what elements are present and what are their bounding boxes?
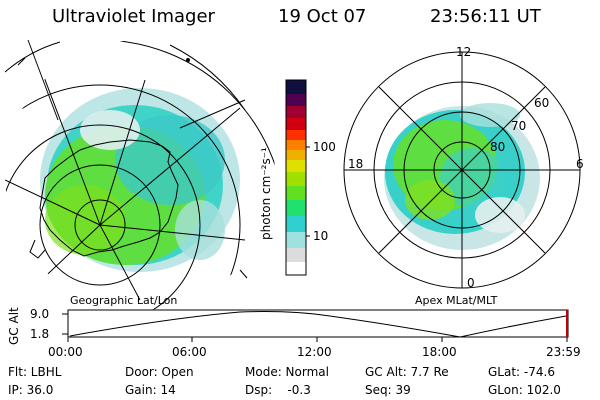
colorbar-unit-label: photon cm⁻²s⁻¹ <box>259 147 273 240</box>
glon-value: GLon: 102.0 <box>488 383 561 397</box>
ip-value: IP: 36.0 <box>8 383 54 397</box>
time-tick-0600: 06:00 <box>172 345 207 359</box>
intensity-colorbar <box>285 79 310 276</box>
colorbar-tick-10: 10 <box>313 229 329 243</box>
altitude-curve <box>69 311 567 338</box>
gc-altitude-value: GC Alt: 7.7 Re <box>365 365 449 379</box>
mlt-label-18: 18 <box>348 157 364 171</box>
door-status: Door: Open <box>125 365 194 379</box>
mlt-label-12: 12 <box>456 45 472 59</box>
observation-date: 19 Oct 07 <box>278 6 367 27</box>
mlt-label-6: 6 <box>576 157 584 171</box>
time-tick-1800: 18:00 <box>422 345 457 359</box>
mlat-label-70: 70 <box>511 119 527 133</box>
time-tick-1200: 12:00 <box>297 345 332 359</box>
sequence-value: Seq: 39 <box>365 383 411 397</box>
magnetic-panel-label: Apex MLat/MLT <box>415 294 498 307</box>
mode-value: Mode: Normal <box>245 365 329 379</box>
time-tick-0000: 00:00 <box>48 345 83 359</box>
magnetic-grid <box>343 51 581 289</box>
mlt-label-0: 0 <box>467 276 475 290</box>
dsp-value: Dsp: -0.3 <box>245 383 311 397</box>
coastline <box>39 139 179 257</box>
altitude-tick-1-8: 1.8 <box>30 327 50 341</box>
observation-time: 23:56:11 UT <box>430 6 541 27</box>
altitude-plot <box>62 309 569 342</box>
altitude-axis-label: GC Alt <box>7 307 21 345</box>
magnetic-polar-map <box>343 51 581 289</box>
time-tick-2359: 23:59 <box>546 345 581 359</box>
mlat-label-60: 60 <box>534 96 550 110</box>
geographic-panel-label: Geographic Lat/Lon <box>70 294 178 307</box>
aurora-emission-magnetic <box>384 103 540 250</box>
gain-value: Gain: 14 <box>125 383 176 397</box>
altitude-tick-9: 9.0 <box>30 307 50 321</box>
mlat-label-80: 80 <box>490 140 506 154</box>
glat-value: GLat: -74.6 <box>488 365 555 379</box>
geographic-map <box>4 39 275 310</box>
image-title: Ultraviolet Imager <box>52 6 215 27</box>
geographic-grid <box>5 40 275 310</box>
colorbar-tick-100: 100 <box>313 140 336 154</box>
filter-value: Flt: LBHL <box>8 365 62 379</box>
